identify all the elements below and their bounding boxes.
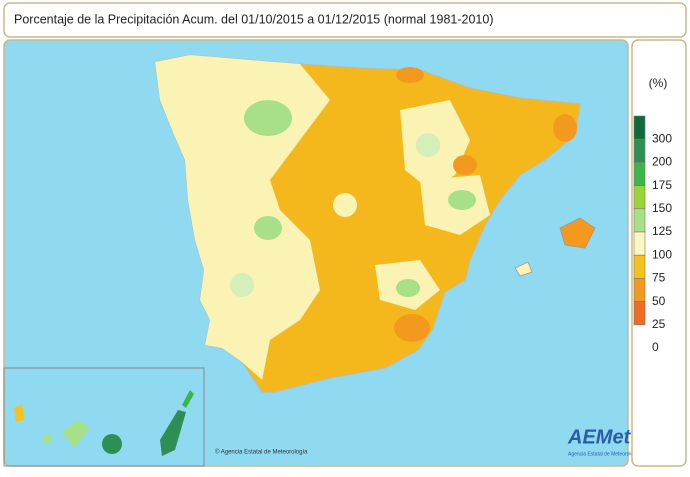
island (42, 434, 52, 444)
island (182, 390, 194, 408)
legend-swatch (633, 301, 646, 326)
ibiza (514, 261, 533, 277)
island (14, 404, 24, 422)
legend-swatch (633, 138, 646, 163)
legend-tick-label: 175 (652, 178, 672, 192)
legend-unit: (%) (649, 76, 668, 90)
logo: AEMet (567, 426, 632, 448)
pale-area (333, 193, 357, 217)
credit: © Agencia Estatal de Meteorología (215, 449, 308, 456)
legend-tick-label: 200 (652, 155, 672, 169)
island (102, 434, 122, 454)
legend-swatch (633, 185, 646, 210)
legend: (%) 300 200 175 150 125 100 75 50 25 0 (631, 39, 687, 467)
legend-tick-label: 150 (652, 201, 672, 215)
green-area (254, 216, 282, 240)
green-area (244, 100, 292, 136)
logo-subtitle: Agencia Estatal de Meteorología (568, 451, 640, 457)
legend-swatch (633, 162, 646, 186)
green-area (396, 279, 420, 297)
legend-swatch (633, 278, 646, 302)
island (62, 420, 90, 448)
legend-tick-label: 300 (652, 131, 672, 145)
island (160, 410, 186, 456)
balearic-islands (559, 217, 596, 249)
title-box (3, 2, 687, 38)
title: Porcentaje de la Precipitación Acum. del… (14, 12, 494, 26)
orange-area (553, 114, 577, 142)
green-area (230, 273, 254, 297)
legend-tick-label: 75 (652, 271, 666, 285)
legend-tick-label: 25 (652, 317, 666, 331)
map: © Agencia Estatal de Meteorología AEMet … (3, 39, 640, 467)
legend-swatch (633, 254, 646, 279)
legend-swatch (633, 231, 646, 256)
green-area (448, 190, 476, 210)
orange-area (394, 314, 430, 342)
orange-area (396, 67, 424, 83)
west-pale-region (155, 55, 330, 380)
canary-inset (3, 367, 205, 467)
legend-box (631, 39, 687, 467)
green-area (416, 133, 440, 157)
legend-swatch (633, 115, 646, 140)
orange-area (453, 155, 477, 175)
legend-tick-label: 50 (652, 294, 666, 308)
legend-swatch (633, 208, 646, 233)
legend-tick-label: 0 (652, 340, 659, 354)
legend-tick-label: 125 (652, 224, 672, 238)
legend-tick-label: 100 (652, 247, 672, 261)
